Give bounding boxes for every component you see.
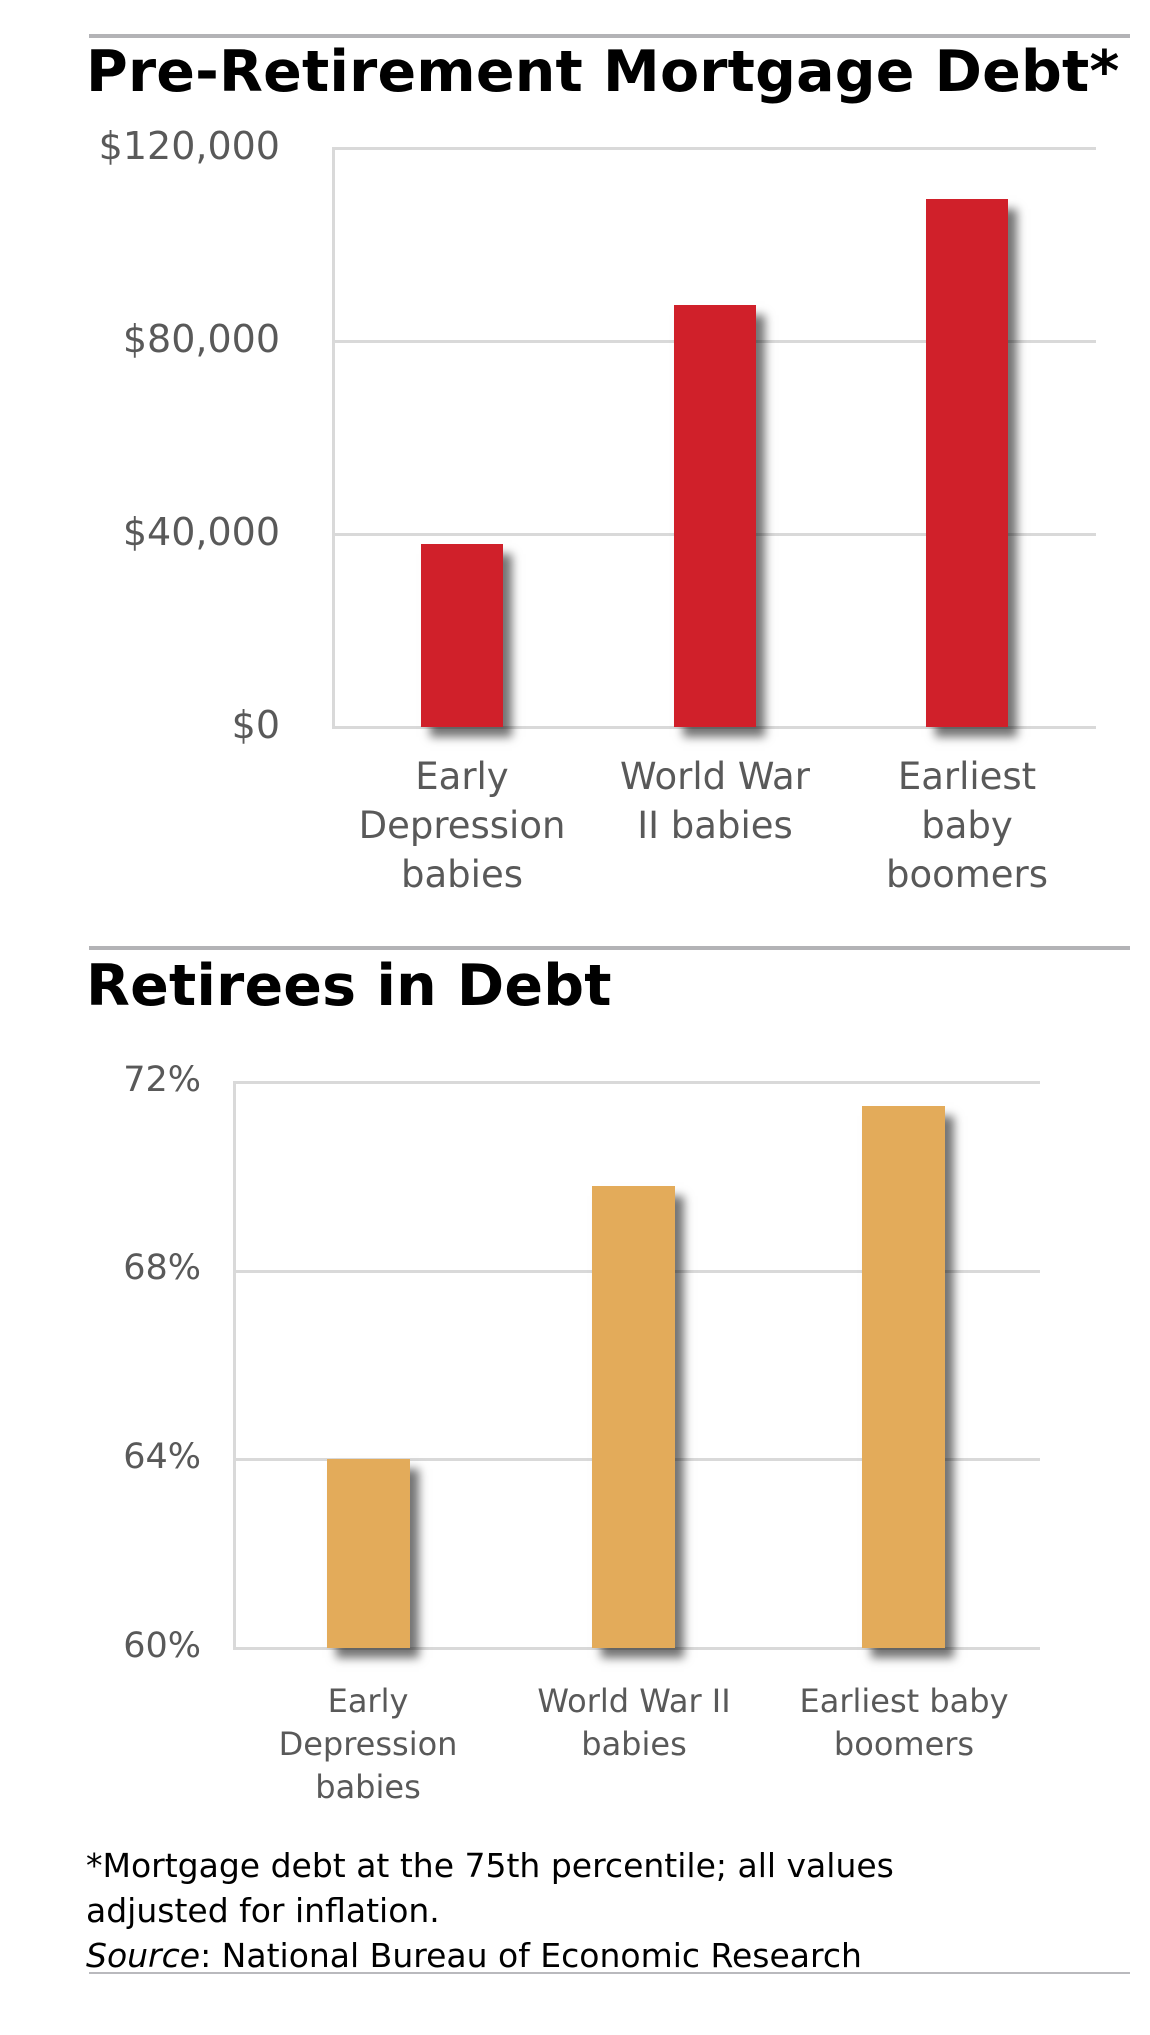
section-divider-middle [89,946,1130,950]
y-tick-label: $40,000 [122,510,280,555]
y-axis-line [233,1081,236,1650]
section-divider-bottom [89,1972,1130,1974]
x-axis-label: Earliest baby boomers [754,1680,1054,1766]
x-axis-label: Earliest baby boomers [817,752,1117,899]
x-axis-label-line: Earliest [897,755,1037,798]
x-axis-label-line: World War [620,755,810,798]
chart-title-retirees-in-debt: Retirees in Debt [86,953,612,1019]
x-axis-label: Early Depression babies [312,752,612,899]
x-axis-label-line: boomers [885,853,1049,896]
x-axis-label-line: Depression [358,804,566,847]
x-axis-line [333,726,1096,729]
y-tick-label: $80,000 [122,317,280,362]
x-axis-label: Early Depression babies [218,1680,518,1809]
chart-title-mortgage-debt: Pre-Retirement Mortgage Debt* [86,39,1120,105]
x-axis-label-line: baby [921,804,1013,847]
bar-earliest-baby-boomers [862,1105,945,1648]
section-divider-top [89,34,1130,38]
bar-earliest-baby-boomers [926,198,1008,727]
x-axis-label-line: Earliest baby [799,1682,1009,1720]
x-axis-label-line: boomers [833,1725,975,1763]
x-axis-label-line: babies [315,1768,421,1806]
source-line: Source: National Bureau of Economic Rese… [86,1933,894,1978]
source-text: : National Bureau of Economic Research [200,1936,862,1975]
source-label: Source [86,1936,201,1975]
x-axis-label-line: babies [401,853,523,896]
x-axis-line [234,1647,1040,1650]
x-axis-label-line: Early [327,1682,409,1720]
bar-world-war-ii-babies [674,304,756,727]
y-tick-label: $120,000 [98,124,280,169]
footnote-line-1: *Mortgage debt at the 75th percentile; a… [86,1846,894,1885]
y-tick-label: 72% [123,1059,201,1100]
y-tick-label: $0 [231,703,280,748]
y-tick-label: 60% [123,1625,201,1666]
bar-early-depression-babies [421,543,503,727]
x-axis-label-line: World War II [537,1682,731,1720]
bar-early-depression-babies [327,1459,410,1648]
x-axis-label-line: Early [415,755,509,798]
y-tick-label: 64% [123,1437,201,1478]
y-tick-label: 68% [123,1248,201,1289]
x-axis-label: World War II babies [565,752,865,850]
footnote-line-2: adjusted for inflation. [86,1891,440,1930]
footnote: *Mortgage debt at the 75th percentile; a… [86,1843,894,1978]
gridline [333,147,1096,150]
x-axis-label-line: Depression [278,1725,458,1763]
gridline [234,1081,1040,1084]
bar-world-war-ii-babies [592,1185,675,1648]
x-axis-label: World War II babies [484,1680,784,1766]
y-axis-line [332,147,335,729]
x-axis-label-line: babies [581,1725,687,1763]
x-axis-label-line: II babies [637,804,793,847]
